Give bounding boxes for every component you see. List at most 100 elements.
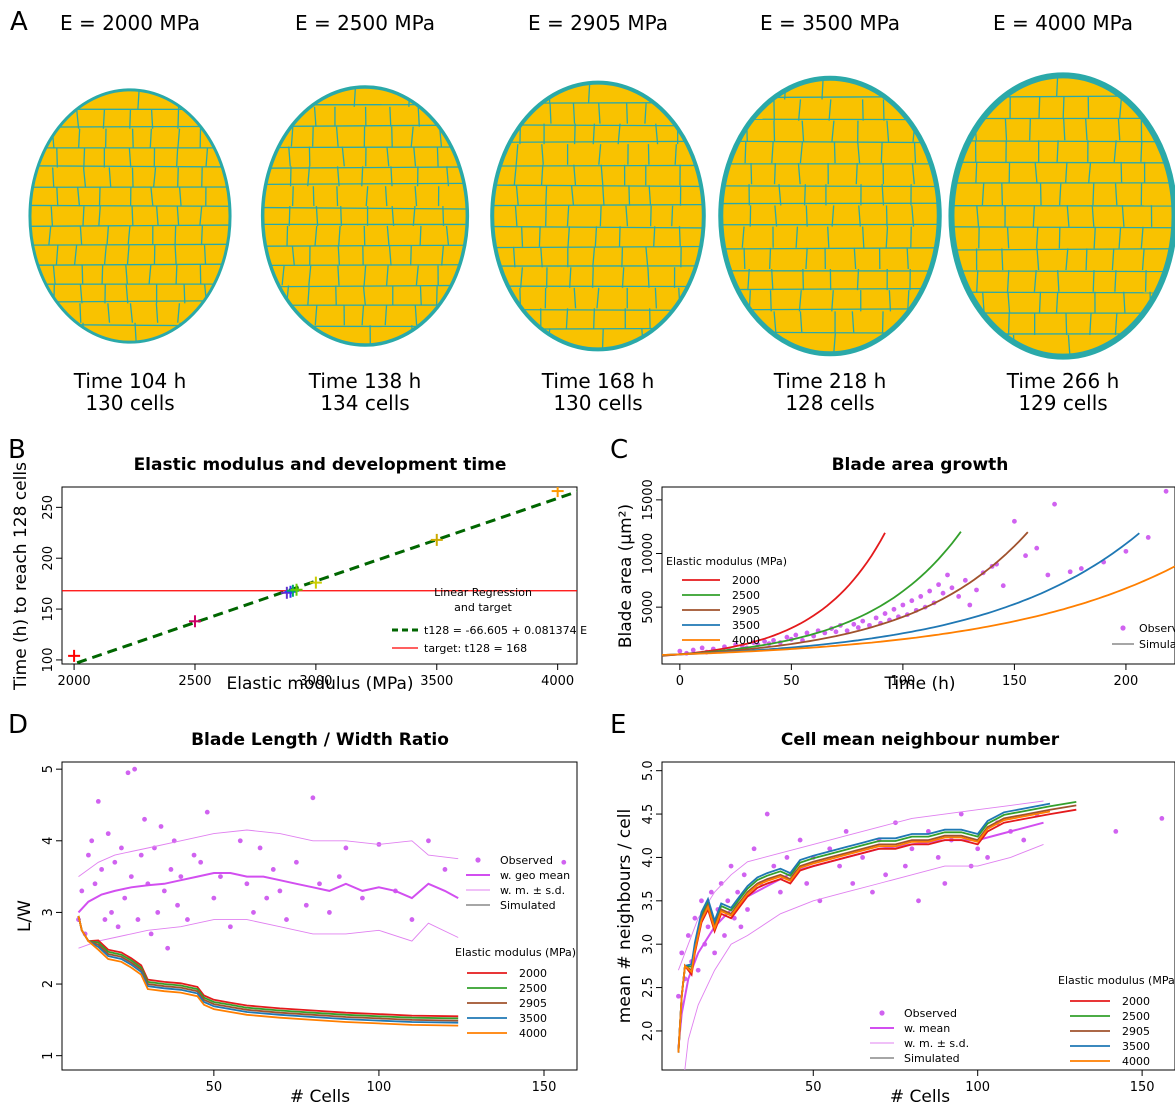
- y-tick-label: 2.0: [641, 1021, 656, 1042]
- legend-title: Linear Regression: [434, 586, 532, 599]
- observed-point: [705, 924, 711, 930]
- legend-title: Elastic modulus (MPa): [666, 555, 787, 568]
- cell-wall-col: [55, 245, 59, 265]
- cell-wall-col: [1029, 118, 1031, 141]
- cell-wall-col: [384, 305, 388, 326]
- cell-wall-col: [361, 305, 365, 326]
- embryo-walls: [262, 86, 468, 346]
- cell-wall-col: [1057, 270, 1060, 292]
- cell-wall-col: [573, 287, 577, 309]
- cell-wall-col: [288, 206, 291, 226]
- cell-wall-col: [587, 82, 591, 104]
- y-tick-label: 150: [41, 597, 56, 622]
- panel-letter: E: [610, 710, 626, 740]
- y-axis-label: L/W: [15, 900, 35, 932]
- observed-point: [827, 846, 833, 852]
- cell-wall-col: [129, 109, 132, 129]
- cell-wall-col: [199, 206, 203, 226]
- cell-wall-col: [386, 225, 390, 246]
- chart-title: Cell mean neighbour number: [781, 730, 1060, 750]
- cell-wall-col: [131, 128, 134, 149]
- observed-point: [360, 895, 365, 901]
- y-tick-label: 2.5: [641, 977, 656, 998]
- cell-wall-col: [976, 205, 980, 227]
- panel-d: D Blade Length / Width Ratio 50 100 150 1 2 3 4 5…: [8, 710, 578, 1107]
- cell-wall-col: [446, 166, 450, 187]
- series-line: [677, 804, 1077, 1053]
- cell-wall-col: [1065, 313, 1068, 336]
- cell-wall-col: [771, 141, 774, 164]
- panel-letter-c: C: [610, 435, 628, 465]
- cell-wall-col: [540, 246, 543, 268]
- legend-label: 2000: [519, 967, 547, 980]
- observed-point: [936, 582, 941, 588]
- cell-wall-col: [827, 226, 830, 248]
- legend-label: 3500: [732, 619, 760, 632]
- cell-wall-col: [338, 225, 341, 246]
- observed-point: [777, 889, 783, 895]
- cell-wall-col: [649, 205, 652, 227]
- legend-label: 2000: [732, 574, 760, 587]
- observed-point: [1021, 837, 1027, 843]
- embryo-time-label: Time 138 h: [308, 369, 422, 393]
- data-point: [309, 576, 322, 589]
- cell-wall-col: [593, 308, 596, 329]
- cell-wall-col: [885, 226, 889, 248]
- legend-label: Simulated: [500, 899, 556, 912]
- cell-wall-col: [1064, 161, 1068, 184]
- cell-wall-col: [414, 305, 418, 326]
- cell-wall-col: [1055, 75, 1059, 98]
- cell-wall-col: [177, 167, 179, 187]
- cell-wall-col: [155, 303, 159, 323]
- x-tick-label: 200: [1114, 674, 1139, 689]
- cell-wall-col: [200, 225, 203, 246]
- cell-wall-col: [101, 264, 104, 284]
- cell-wall-col: [312, 126, 314, 147]
- cell-wall-col: [1065, 248, 1069, 271]
- legend-label: 2000: [1122, 995, 1150, 1008]
- cell-wall-col: [514, 205, 518, 227]
- cell-wall-col: [340, 206, 343, 226]
- cell-wall-col: [648, 185, 652, 206]
- cell-wall-col: [797, 99, 802, 121]
- legend-label: Observed: [1139, 622, 1175, 635]
- observed-point: [1023, 553, 1028, 559]
- x-tick-label: 2500: [178, 674, 211, 689]
- cell-wall-row: [492, 203, 704, 207]
- observed-point: [79, 888, 85, 894]
- observed-point: [870, 889, 875, 895]
- cell-wall-col: [131, 206, 134, 226]
- legend-label: Observed: [500, 854, 553, 867]
- observed-point: [677, 648, 683, 654]
- cell-wall-col: [857, 141, 861, 164]
- cell-wall-col: [799, 311, 803, 333]
- embryo-cell-count: 130 cells: [85, 391, 174, 415]
- cell-wall-col: [150, 186, 154, 207]
- observed-point: [178, 874, 184, 880]
- cell-wall-col: [821, 78, 824, 100]
- cell-wall-col: [412, 206, 416, 226]
- cell-wall-row: [492, 164, 704, 167]
- y-axis-label: Blade area (µm²): [616, 504, 636, 648]
- legend-label: Simulated: [904, 1052, 960, 1065]
- cell-wall-col: [545, 185, 548, 206]
- cell-wall-col: [647, 267, 650, 288]
- cell-wall-col: [515, 144, 519, 165]
- cell-wall-col: [1038, 291, 1042, 314]
- embryo-title: E = 3500 MPa: [760, 11, 900, 35]
- legend-title: Elastic modulus (MPa): [1058, 974, 1175, 987]
- x-tick-label: 50: [206, 1080, 223, 1095]
- observed-point: [793, 632, 799, 638]
- cell-wall-col: [335, 126, 339, 147]
- observed-point: [962, 577, 968, 583]
- cell-wall-col: [125, 283, 129, 304]
- x-axis-label: # Cells: [890, 1087, 950, 1107]
- cell-wall-col: [410, 126, 414, 147]
- cell-wall-col: [743, 247, 746, 270]
- observed-point: [916, 898, 921, 904]
- observed-point: [945, 572, 950, 578]
- embryo-body: [29, 89, 231, 343]
- cell-wall-col: [1085, 118, 1088, 141]
- observed-point: [165, 945, 171, 951]
- observed-point: [712, 950, 718, 956]
